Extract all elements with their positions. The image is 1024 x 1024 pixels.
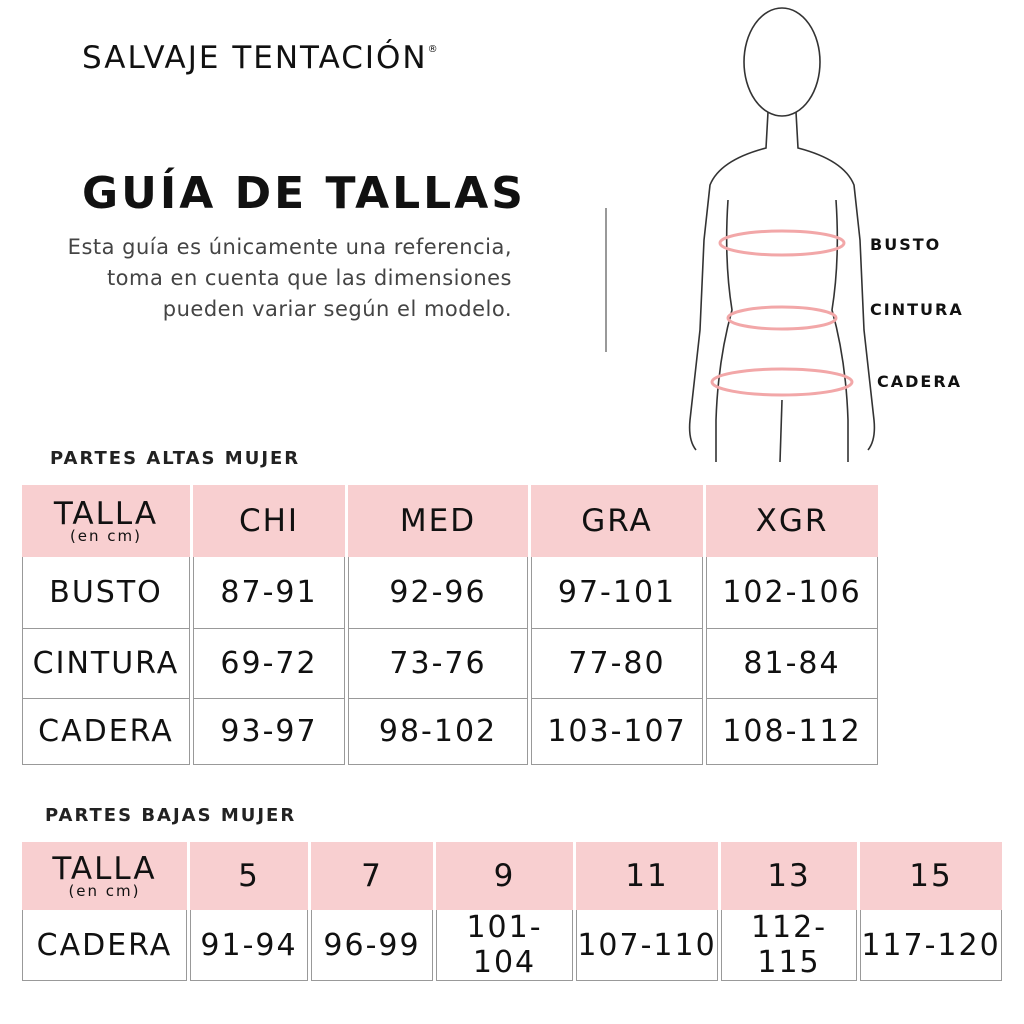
table-row: CINTURA 69-72 73-76 77-80 81-84 — [22, 629, 878, 699]
size-header: CHI — [193, 485, 345, 557]
cell: 91-94 — [190, 910, 308, 981]
cell: 96-99 — [311, 910, 433, 981]
size-header: 15 — [860, 842, 1002, 910]
section-title-upper: PARTES ALTAS MUJER — [50, 448, 301, 469]
talla-header: TALLA (en cm) — [22, 842, 187, 910]
row-label: BUSTO — [22, 557, 190, 629]
cell: 103-107 — [531, 699, 703, 765]
figure-label-cadera: CADERA — [877, 372, 963, 391]
table-row: BUSTO 87-91 92-96 97-101 102-106 — [22, 557, 878, 629]
figure-label-cintura: CINTURA — [870, 300, 964, 319]
table-row: CADERA 93-97 98-102 103-107 108-112 — [22, 699, 878, 765]
cell: 93-97 — [193, 699, 345, 765]
talla-label: TALLA — [53, 496, 159, 532]
size-header: XGR — [706, 485, 878, 557]
section-title-lower: PARTES BAJAS MUJER — [45, 805, 297, 826]
table-header-row: TALLA (en cm) CHI MED GRA XGR — [22, 485, 878, 557]
table-row: CADERA 91-94 96-99 101-104 107-110 112-1… — [22, 910, 1002, 981]
cell: 112-115 — [721, 910, 857, 981]
size-header: 9 — [436, 842, 573, 910]
brand-name: SALVAJE TENTACIÓN — [82, 40, 428, 76]
size-header: MED — [348, 485, 528, 557]
cell: 92-96 — [348, 557, 528, 629]
cell: 101-104 — [436, 910, 573, 981]
row-label: CADERA — [22, 910, 187, 981]
size-header: 5 — [190, 842, 308, 910]
talla-header: TALLA (en cm) — [22, 485, 190, 557]
figure-label-busto: BUSTO — [870, 235, 942, 254]
cell: 108-112 — [706, 699, 878, 765]
cell: 73-76 — [348, 629, 528, 699]
row-label: CINTURA — [22, 629, 190, 699]
size-header: 11 — [576, 842, 718, 910]
page-title: GUÍA DE TALLAS — [82, 168, 526, 219]
size-header: 13 — [721, 842, 857, 910]
cell: 97-101 — [531, 557, 703, 629]
cell: 81-84 — [706, 629, 878, 699]
lower-size-table: TALLA (en cm) 5 7 9 11 13 15 CADERA 91-94… — [19, 842, 1005, 981]
divider — [605, 208, 607, 352]
cell: 87-91 — [193, 557, 345, 629]
cell: 98-102 — [348, 699, 528, 765]
size-header: 7 — [311, 842, 433, 910]
description: Esta guía es únicamente una referencia, … — [67, 235, 512, 321]
brand-logo: SALVAJE TENTACIÓN® — [82, 40, 440, 76]
cell: 77-80 — [531, 629, 703, 699]
body-figure-illustration — [688, 7, 876, 462]
unit-label: (en cm) — [69, 527, 143, 545]
row-label: CADERA — [22, 699, 190, 765]
cell: 107-110 — [576, 910, 718, 981]
cell: 69-72 — [193, 629, 345, 699]
talla-label: TALLA — [52, 851, 157, 887]
cell: 102-106 — [706, 557, 878, 629]
cell: 117-120 — [860, 910, 1002, 981]
upper-size-table: TALLA (en cm) CHI MED GRA XGR BUSTO 87-91… — [19, 485, 881, 765]
unit-label: (en cm) — [68, 882, 141, 900]
table-header-row: TALLA (en cm) 5 7 9 11 13 15 — [22, 842, 1002, 910]
registered-mark: ® — [427, 44, 440, 55]
size-header: GRA — [531, 485, 703, 557]
